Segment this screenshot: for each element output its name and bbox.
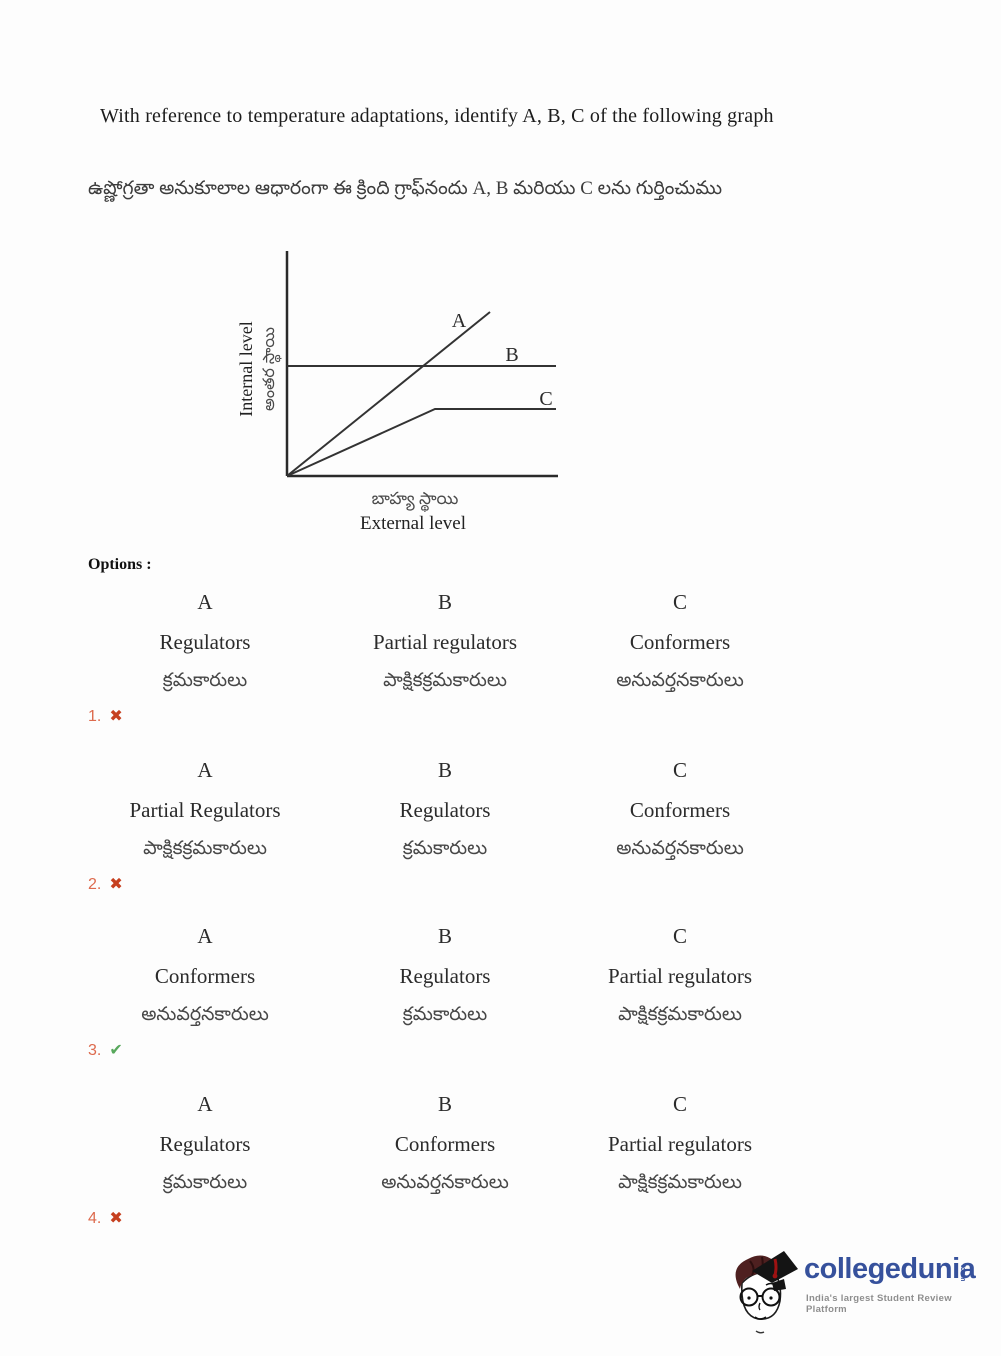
graph-label-b: B bbox=[505, 344, 518, 366]
answer-english: Partial regulators bbox=[607, 964, 753, 988]
cross-icon: ✖ bbox=[109, 876, 123, 893]
answer-telugu: క్రమకారులు bbox=[162, 670, 248, 691]
answer-english: Regulators bbox=[399, 798, 491, 822]
column-letter: C bbox=[672, 924, 687, 948]
cross-icon: ✖ bbox=[109, 1210, 123, 1227]
line-c-partial-regulators bbox=[286, 408, 556, 477]
answer-telugu: క్రమకారులు bbox=[162, 1172, 248, 1193]
logo-dotcom-suffix: .com bbox=[959, 1265, 966, 1282]
column-letter: B bbox=[437, 924, 452, 948]
column-letter: B bbox=[437, 1092, 452, 1116]
question-text-english: With reference to temperature adaptation… bbox=[100, 105, 774, 127]
answer-english: Conformers bbox=[629, 630, 731, 654]
column-letter: A bbox=[197, 924, 213, 948]
column-letter: A bbox=[197, 590, 213, 614]
line-a-conformers bbox=[286, 311, 491, 477]
option-3-result: 3. ✔ bbox=[88, 1040, 123, 1060]
graph-label-a: A bbox=[452, 310, 467, 332]
answer-english: Regulators bbox=[159, 630, 251, 654]
x-axis-label-english: External level bbox=[359, 513, 467, 534]
option-3: A Conformers అనువర్తనకారులు B Regulators… bbox=[0, 924, 1001, 1074]
answer-english: Regulators bbox=[159, 1132, 251, 1156]
column-letter: B bbox=[437, 590, 452, 614]
option-4: A Regulators క్రమకారులు B Conformers అను… bbox=[0, 1092, 1001, 1242]
answer-telugu: అనువర్తనకారులు bbox=[141, 1004, 269, 1025]
option-number: 3. bbox=[88, 1042, 102, 1059]
option-4-result: 4. ✖ bbox=[88, 1208, 123, 1228]
column-letter: C bbox=[672, 1092, 687, 1116]
option-number: 4. bbox=[88, 1210, 102, 1227]
options-heading: Options : bbox=[88, 556, 152, 573]
answer-english: Conformers bbox=[629, 798, 731, 822]
answer-english: Partial regulators bbox=[607, 1132, 753, 1156]
x-axis-label-telugu: బాహ్య స్థాయి bbox=[371, 489, 459, 508]
answer-telugu: పాక్షికక్రమకారులు bbox=[618, 1172, 742, 1193]
y-axis-label-english: Internal level bbox=[236, 321, 256, 417]
answer-telugu: పాక్షికక్రమకారులు bbox=[383, 670, 507, 691]
answer-english: Regulators bbox=[399, 964, 491, 988]
collegedunia-tagline: India's largest Student Review Platform bbox=[806, 1293, 952, 1315]
answer-english: Partial Regulators bbox=[129, 798, 281, 822]
collegedunia-logo-text[interactable]: collegedunia bbox=[804, 1253, 976, 1285]
column-letter: A bbox=[197, 1092, 213, 1116]
answer-english: Conformers bbox=[154, 964, 256, 988]
column-letter: B bbox=[437, 758, 452, 782]
graph-plot: A B C bbox=[285, 251, 558, 478]
option-number: 2. bbox=[88, 876, 102, 893]
answer-telugu: పాక్షికక్రమకారులు bbox=[143, 838, 267, 859]
answer-english: Partial regulators bbox=[372, 630, 518, 654]
collegedunia-watermark[interactable]: collegedunia .com India's largest Studen… bbox=[728, 1243, 988, 1348]
option-1-result: 1. ✖ bbox=[88, 706, 123, 726]
option-number: 1. bbox=[88, 708, 102, 725]
column-letter: C bbox=[672, 758, 687, 782]
graph-label-c: C bbox=[539, 388, 552, 410]
option-2-result: 2. ✖ bbox=[88, 874, 123, 894]
collegedunia-mascot-icon bbox=[735, 1251, 798, 1334]
answer-telugu: క్రమకారులు bbox=[402, 838, 488, 859]
y-axis-label-telugu: అంతర స్థాయి bbox=[261, 327, 278, 411]
question-text-telugu: ఉష్ణోగ్రతా అనుకూలాల ఆధారంగా ఈ క్రింది గ్… bbox=[88, 178, 723, 199]
answer-telugu: పాక్షికక్రమకారులు bbox=[618, 1004, 742, 1025]
answer-telugu: అనువర్తనకారులు bbox=[616, 670, 744, 691]
answer-telugu: అనువర్తనకారులు bbox=[381, 1172, 509, 1193]
temperature-adaptation-graph: A B C Internal level అంతర స్థాయి బాహ్య స… bbox=[230, 243, 575, 543]
answer-english: Conformers bbox=[394, 1132, 496, 1156]
answer-telugu: అనువర్తనకారులు bbox=[616, 838, 744, 859]
answer-telugu: క్రమకారులు bbox=[402, 1004, 488, 1025]
column-letter: C bbox=[672, 590, 687, 614]
option-1: A Regulators క్రమకారులు B Partial regula… bbox=[0, 590, 1001, 740]
column-letter: A bbox=[197, 758, 213, 782]
cross-icon: ✖ bbox=[109, 708, 123, 725]
check-icon: ✔ bbox=[109, 1042, 123, 1059]
option-2: A Partial Regulators పాక్షికక్రమకారులు B… bbox=[0, 758, 1001, 908]
